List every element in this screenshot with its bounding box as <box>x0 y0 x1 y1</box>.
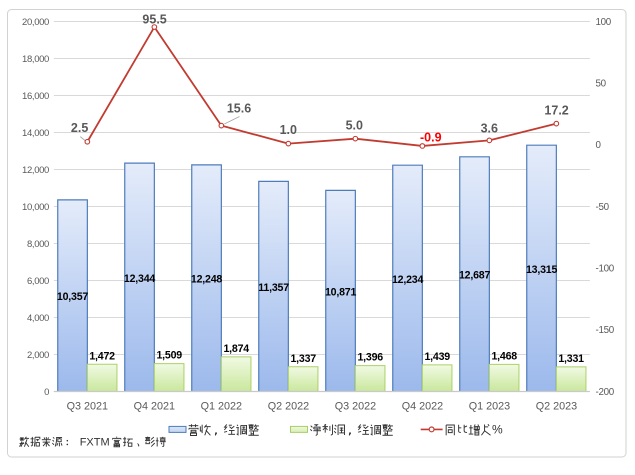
svg-text:Q3 2021: Q3 2021 <box>67 401 108 413</box>
svg-text:15.6: 15.6 <box>227 101 251 115</box>
svg-text:Q4 2021: Q4 2021 <box>134 401 175 413</box>
svg-text:11,357: 11,357 <box>258 282 289 294</box>
svg-text:1,472: 1,472 <box>89 350 115 362</box>
svg-text:10,871: 10,871 <box>325 286 357 298</box>
svg-text:12,000: 12,000 <box>22 165 49 176</box>
svg-text:5.0: 5.0 <box>346 119 363 133</box>
svg-text:0: 0 <box>44 387 49 398</box>
svg-text:4,000: 4,000 <box>27 313 49 324</box>
svg-text:2,000: 2,000 <box>27 350 49 361</box>
svg-text:-150: -150 <box>596 325 615 336</box>
svg-text:Q4 2022: Q4 2022 <box>402 401 443 413</box>
svg-text:20,000: 20,000 <box>22 17 49 28</box>
svg-text:12,344: 12,344 <box>124 273 156 285</box>
svg-text:-50: -50 <box>596 202 610 213</box>
svg-text:1,509: 1,509 <box>156 350 182 362</box>
svg-text:17.2: 17.2 <box>544 103 568 117</box>
svg-text:3.6: 3.6 <box>481 121 498 135</box>
svg-text:6,000: 6,000 <box>27 276 49 287</box>
svg-text:0: 0 <box>596 140 602 151</box>
svg-text:1,468: 1,468 <box>491 350 517 362</box>
svg-text:16,000: 16,000 <box>22 91 49 102</box>
svg-text:8,000: 8,000 <box>27 239 49 250</box>
svg-text:18,000: 18,000 <box>22 54 49 65</box>
svg-text:10,357: 10,357 <box>57 291 89 303</box>
svg-text:12,234: 12,234 <box>392 274 424 286</box>
svg-text:14,000: 14,000 <box>22 128 49 139</box>
svg-text:-200: -200 <box>596 387 615 398</box>
svg-text:%: % <box>492 423 503 437</box>
svg-text:-0.9: -0.9 <box>420 131 442 145</box>
svg-text:-100: -100 <box>596 264 615 275</box>
svg-text:Q3 2022: Q3 2022 <box>335 401 376 413</box>
svg-text:Q1 2022: Q1 2022 <box>201 401 242 413</box>
svg-text:Q2 2023: Q2 2023 <box>536 401 577 413</box>
svg-text:13,315: 13,315 <box>526 264 558 276</box>
svg-text:10,000: 10,000 <box>22 202 49 213</box>
svg-text:12,687: 12,687 <box>459 270 491 282</box>
svg-text:1,331: 1,331 <box>558 353 584 365</box>
svg-text:1.0: 1.0 <box>280 123 297 137</box>
svg-text:1,396: 1,396 <box>357 352 383 364</box>
svg-text:FXTM: FXTM <box>80 436 110 448</box>
svg-text:95.5: 95.5 <box>142 13 166 27</box>
svg-text:50: 50 <box>596 79 607 90</box>
svg-text:12,248: 12,248 <box>191 274 223 286</box>
svg-text:Q2 2022: Q2 2022 <box>268 401 309 413</box>
svg-text:2.5: 2.5 <box>71 121 88 135</box>
svg-text:1,874: 1,874 <box>223 343 249 355</box>
svg-text:100: 100 <box>596 17 612 28</box>
svg-text:1,337: 1,337 <box>290 353 316 365</box>
svg-text:Q1 2023: Q1 2023 <box>469 401 510 413</box>
svg-text:1,439: 1,439 <box>424 351 450 363</box>
